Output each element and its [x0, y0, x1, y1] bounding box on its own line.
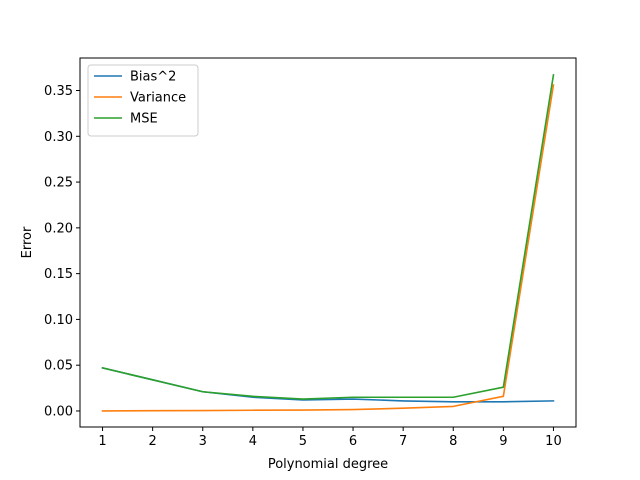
x-tick-label: 2	[149, 434, 157, 449]
y-tick-label: 0.35	[44, 84, 73, 99]
y-tick-label: 0.10	[44, 313, 73, 328]
legend: Bias^2 Variance MSE	[87, 64, 199, 137]
x-tick-label: 5	[299, 434, 307, 449]
y-tick-label: 0.30	[44, 130, 73, 145]
x-tick-label: 3	[199, 434, 207, 449]
legend-label: Bias^2	[130, 70, 176, 85]
series-line-mse	[101, 74, 555, 400]
x-tick-label: 4	[249, 434, 257, 449]
y-tick-label: 0.05	[44, 359, 73, 374]
x-axis-label: Polynomial degree	[268, 457, 388, 472]
legend-label: Variance	[130, 91, 186, 106]
y-axis: 0.00 0.05 0.10 0.15 0.20 0.25 0.30 0.35	[44, 84, 80, 419]
plot-lines	[101, 74, 555, 412]
x-tick-label: 1	[98, 434, 106, 449]
x-tick-label: 9	[499, 434, 507, 449]
y-tick-label: 0.25	[44, 176, 73, 191]
x-tick-label: 6	[349, 434, 357, 449]
legend-label: MSE	[130, 112, 158, 127]
y-tick-label: 0.00	[44, 404, 73, 419]
y-tick-label: 0.15	[44, 267, 73, 282]
y-axis-label: Error	[20, 226, 35, 258]
x-tick-label: 10	[545, 434, 562, 449]
x-tick-label: 8	[449, 434, 457, 449]
series-line-variance	[101, 84, 555, 412]
x-tick-label: 7	[399, 434, 407, 449]
y-tick-label: 0.20	[44, 221, 73, 236]
x-axis: 1 2 3 4 5 6 7 8 9 10	[98, 427, 562, 449]
plot-frame	[79, 57, 577, 428]
